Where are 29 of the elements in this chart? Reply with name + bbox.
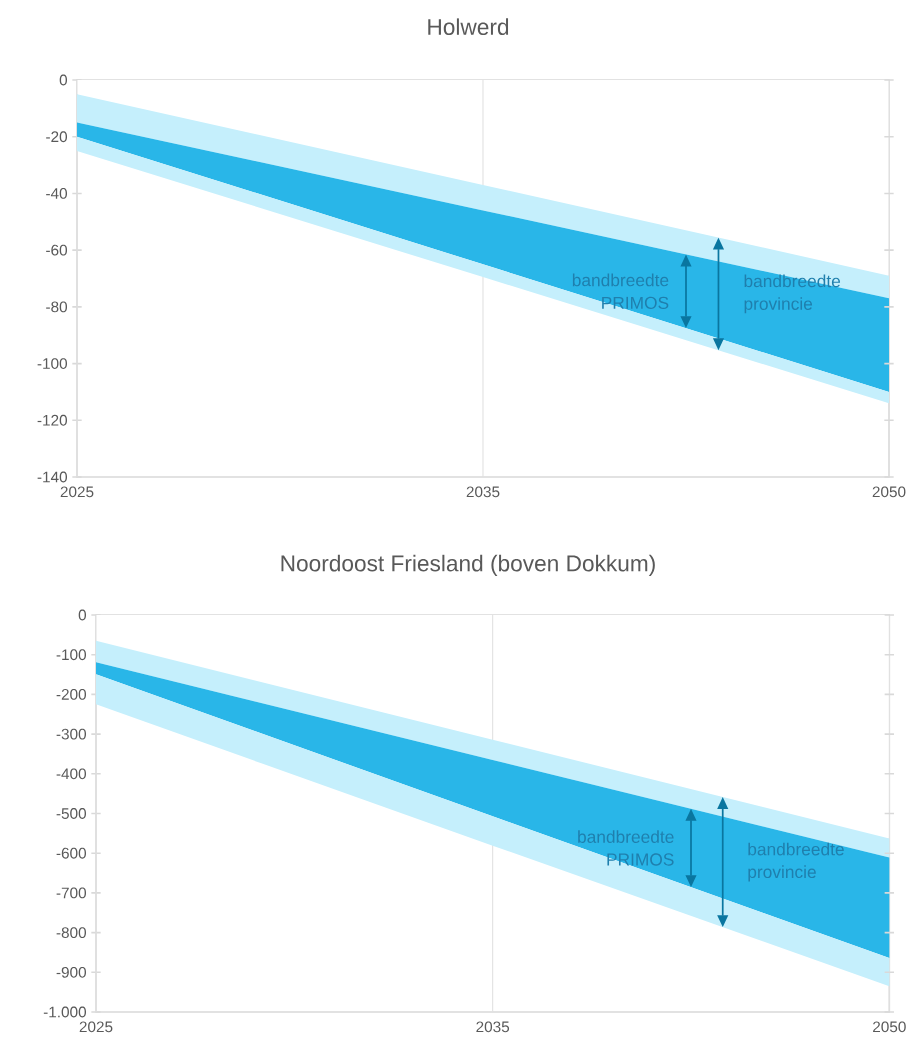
y-tick-label: -140 bbox=[37, 471, 68, 483]
y-tick-label: -100 bbox=[56, 649, 87, 661]
y-tick-label: -700 bbox=[56, 887, 87, 899]
y-tick-label: -60 bbox=[46, 244, 68, 256]
x-tick-label: 2050 bbox=[872, 486, 906, 498]
y-tick-label: -40 bbox=[46, 188, 68, 199]
y-tick-label: -1.000 bbox=[44, 1006, 87, 1018]
y-tick-label: -200 bbox=[56, 688, 87, 700]
x-tick-label: 2050 bbox=[873, 1021, 906, 1033]
y-tick-label: -20 bbox=[46, 131, 68, 143]
y-tick-label: -80 bbox=[46, 301, 68, 313]
chart-title: Noordoost Friesland (boven Dokkum) bbox=[281, 554, 656, 576]
y-tick-label: -300 bbox=[56, 728, 87, 740]
y-tick-label: -500 bbox=[56, 808, 87, 819]
x-tick-label: 2035 bbox=[476, 1021, 510, 1033]
y-tick-label: 0 bbox=[59, 74, 68, 86]
y-tick-label: -600 bbox=[56, 847, 87, 859]
annotation: bandbreedte PRIMOS bbox=[573, 273, 669, 309]
x-tick-label: 2035 bbox=[466, 486, 500, 498]
y-tick-label: -120 bbox=[37, 414, 68, 426]
y-tick-label: -100 bbox=[37, 358, 68, 369]
annotation: bandbreedte provincie bbox=[748, 842, 844, 882]
y-tick-label: 0 bbox=[78, 609, 87, 621]
y-tick-label: -800 bbox=[56, 927, 87, 939]
x-tick-label: 2025 bbox=[79, 1021, 113, 1033]
x-tick-label: 2025 bbox=[60, 486, 94, 498]
y-tick-label: -400 bbox=[56, 768, 87, 780]
y-tick-label: -900 bbox=[56, 966, 87, 978]
chart-title: Holwerd bbox=[428, 18, 509, 36]
